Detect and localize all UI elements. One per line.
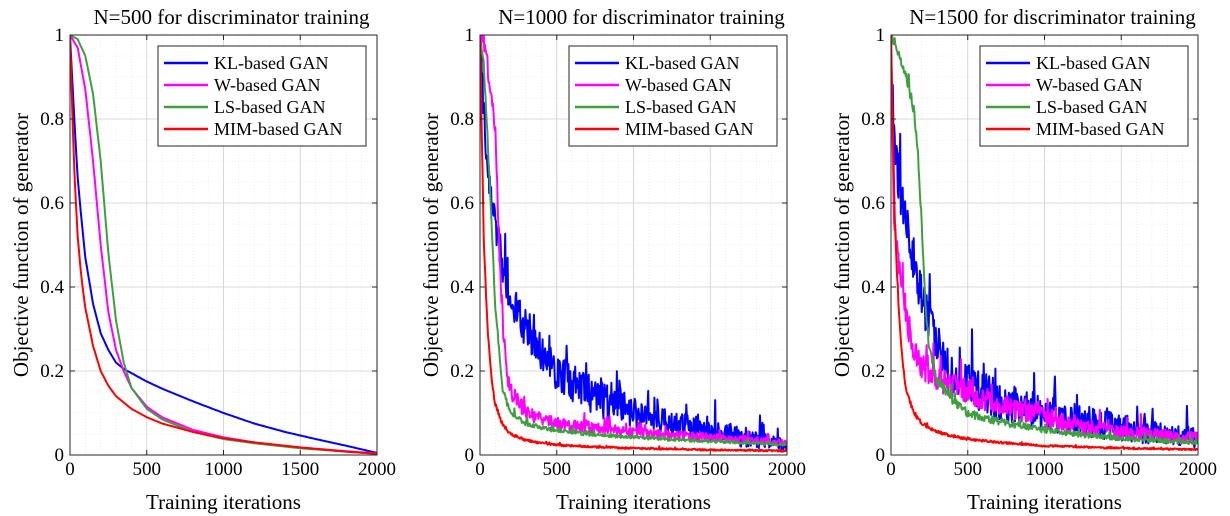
chart-title: N=500 for discriminator training xyxy=(93,5,370,29)
x-tick-label: 0 xyxy=(475,459,485,480)
legend-label-kl-based-gan: KL-based GAN xyxy=(625,53,739,73)
y-axis-label: Objective function of generator xyxy=(419,113,443,377)
x-axis-label: Training iterations xyxy=(967,490,1122,514)
y-tick-label: 0.4 xyxy=(40,277,64,298)
x-tick-label: 500 xyxy=(133,459,162,480)
y-tick-label: 0.6 xyxy=(450,193,474,214)
legend-label-kl-based-gan: KL-based GAN xyxy=(1036,53,1150,73)
y-axis-label: Objective function of generator xyxy=(830,113,854,377)
y-tick-label: 1 xyxy=(55,25,65,46)
y-tick-label: 0.4 xyxy=(861,277,885,298)
x-tick-label: 2000 xyxy=(768,459,806,480)
legend-label-kl-based-gan: KL-based GAN xyxy=(214,53,328,73)
y-tick-label: 1 xyxy=(876,25,886,46)
x-tick-label: 500 xyxy=(954,459,983,480)
y-tick-label: 0 xyxy=(465,445,475,466)
x-tick-label: 1500 xyxy=(691,459,729,480)
series-line-ls-based-gan xyxy=(480,37,787,447)
y-tick-label: 0.4 xyxy=(450,277,474,298)
x-axis-label: Training iterations xyxy=(556,490,711,514)
chart-panel-n1500: 0 500 1000 1500 2000 0 0.2 0.4 0.6 0.8 1 N=1500 for… xyxy=(830,5,1217,514)
x-tick-label: 1500 xyxy=(1102,459,1140,480)
y-tick-label: 0.2 xyxy=(450,361,474,382)
y-tick-label: 0 xyxy=(55,445,65,466)
legend-label-mim-based-gan: MIM-based GAN xyxy=(214,119,342,139)
x-tick-label: 500 xyxy=(543,459,572,480)
series-line-w-based-gan xyxy=(480,35,787,447)
legend-label-mim-based-gan: MIM-based GAN xyxy=(625,119,753,139)
chart-title: N=1500 for discriminator training xyxy=(909,5,1196,29)
x-tick-label: 1000 xyxy=(1026,459,1064,480)
x-axis-label: Training iterations xyxy=(146,490,301,514)
y-tick-label: 0.8 xyxy=(861,109,885,130)
y-tick-label: 0.6 xyxy=(40,193,64,214)
y-tick-label: 0.2 xyxy=(861,361,885,382)
y-tick-label: 0 xyxy=(876,445,886,466)
x-tick-label: 0 xyxy=(65,459,75,480)
chart-panel-n1000: 0 500 1000 1500 2000 0 0.2 0.4 0.6 0.8 1 N=1000 for… xyxy=(419,5,806,514)
y-axis-label: Objective function of generator xyxy=(9,113,33,377)
chart-panel-n500: 0 500 1000 1500 2000 0 0.2 0.4 0.6 0.8 1 N=500 for … xyxy=(9,5,396,514)
x-tick-label: 1500 xyxy=(281,459,319,480)
series-line-ls-based-gan xyxy=(891,35,1198,446)
y-tick-label: 0.8 xyxy=(40,109,64,130)
series-line-mim-based-gan xyxy=(480,37,787,453)
x-tick-label: 1000 xyxy=(615,459,653,480)
legend-label-ls-based-gan: LS-based GAN xyxy=(1036,97,1147,117)
x-tick-label: 2000 xyxy=(1179,459,1217,480)
chart-title: N=1000 for discriminator training xyxy=(498,5,785,29)
legend-label-w-based-gan: W-based GAN xyxy=(214,75,320,95)
y-tick-label: 0.6 xyxy=(861,193,885,214)
series-line-mim-based-gan xyxy=(70,35,377,455)
legend-label-ls-based-gan: LS-based GAN xyxy=(625,97,736,117)
x-tick-label: 2000 xyxy=(358,459,396,480)
y-tick-label: 1 xyxy=(465,25,475,46)
legend-label-w-based-gan: W-based GAN xyxy=(625,75,731,95)
legend-label-w-based-gan: W-based GAN xyxy=(1036,75,1142,95)
series-line-mim-based-gan xyxy=(891,35,1198,452)
series-line-w-based-gan xyxy=(891,36,1198,445)
legend-label-ls-based-gan: LS-based GAN xyxy=(214,97,325,117)
x-tick-label: 1000 xyxy=(205,459,243,480)
legend-label-mim-based-gan: MIM-based GAN xyxy=(1036,119,1164,139)
y-tick-label: 0.8 xyxy=(450,109,474,130)
x-tick-label: 0 xyxy=(886,459,896,480)
y-tick-label: 0.2 xyxy=(40,361,64,382)
